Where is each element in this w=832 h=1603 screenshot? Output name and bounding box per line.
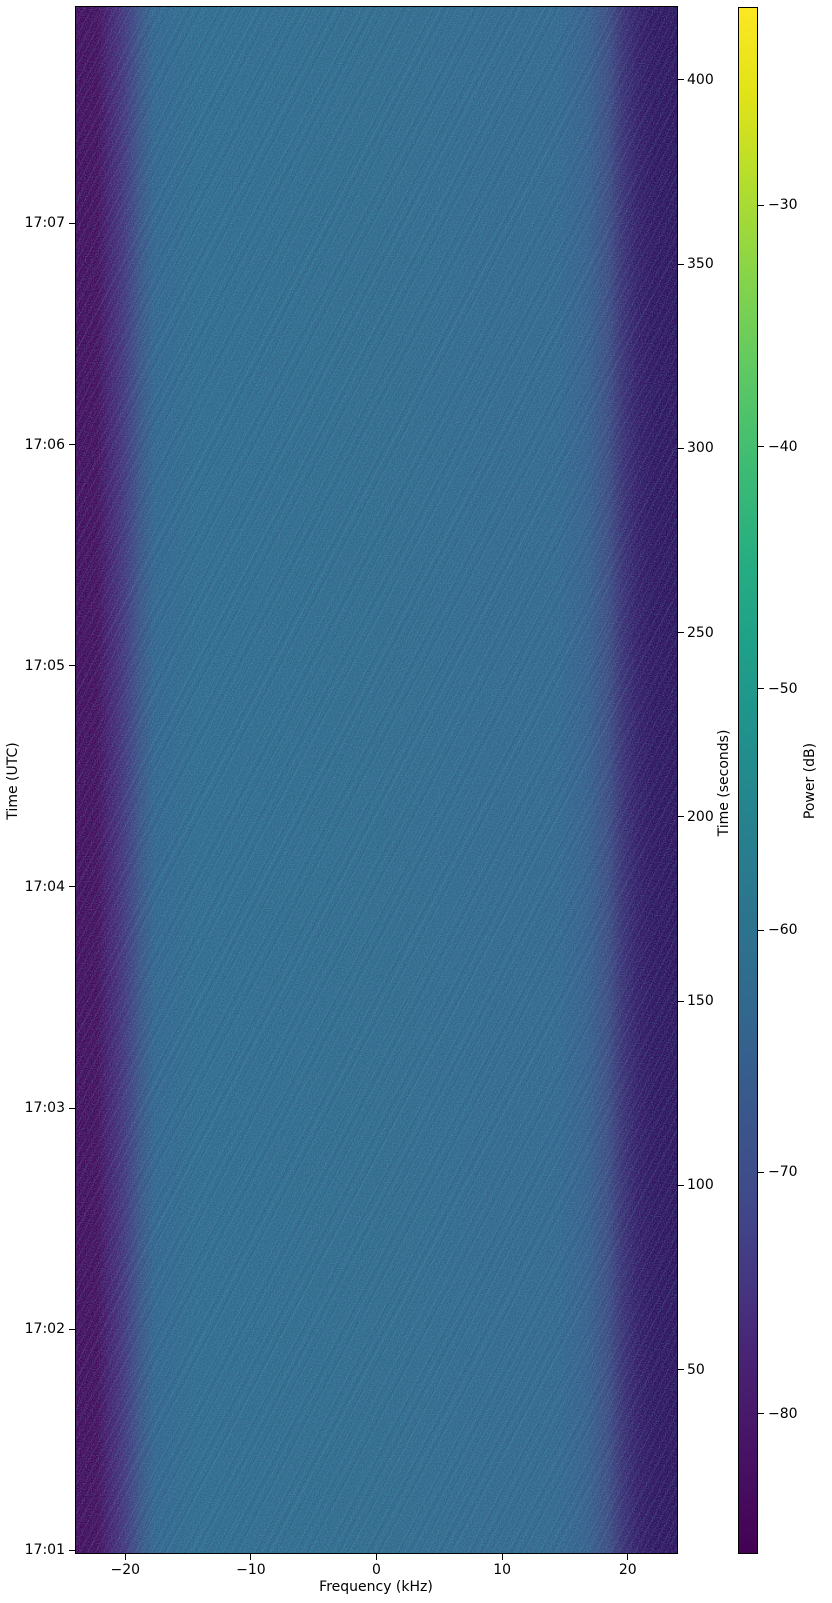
colorbar-tick-mark xyxy=(758,1171,764,1173)
x-tick-mark xyxy=(501,1554,503,1560)
diagonal-interference-stripes xyxy=(76,7,677,1553)
colorbar-tick-label: −30 xyxy=(768,197,798,214)
colorbar-tick-label: −50 xyxy=(768,680,798,697)
y-left-tick-mark xyxy=(69,222,75,224)
y-right-tick-label: 250 xyxy=(687,624,714,641)
y-right-tick-label: 200 xyxy=(687,808,714,825)
y-right-tick-mark xyxy=(678,632,684,634)
y-left-tick-label: 17:04 xyxy=(24,878,65,895)
y-right-tick-label: 350 xyxy=(687,256,714,272)
y-right-tick-mark xyxy=(678,816,684,818)
y-left-tick-label: 17:03 xyxy=(24,1100,65,1117)
y-right-tick-label: 400 xyxy=(687,71,714,88)
x-tick-label: 0 xyxy=(372,1562,381,1578)
y-right-tick-mark xyxy=(678,1000,684,1002)
y-left-tick-label: 17:02 xyxy=(24,1321,65,1338)
x-tick-label: 10 xyxy=(493,1562,512,1578)
y-left-tick-mark xyxy=(69,444,75,446)
y-left-tick-mark xyxy=(69,665,75,667)
y-right-tick-label: 100 xyxy=(687,1177,714,1194)
y-axis-label-left: Time (UTC) xyxy=(5,742,21,820)
y-right-tick-mark xyxy=(678,1184,684,1186)
colorbar-tick-mark xyxy=(758,1413,764,1415)
colorbar-tick-mark xyxy=(758,688,764,690)
colorbar-tick-label: −70 xyxy=(768,1164,798,1181)
y-left-tick-mark xyxy=(69,1328,75,1330)
y-right-tick-mark xyxy=(678,263,684,265)
colorbar xyxy=(738,7,758,1554)
colorbar-tick-mark xyxy=(758,446,764,448)
y-right-tick-label: 150 xyxy=(687,993,714,1010)
y-left-tick-mark xyxy=(69,1107,75,1109)
colorbar-tick-mark xyxy=(758,929,764,931)
x-tick-mark xyxy=(124,1554,126,1560)
colorbar-tick-label: −80 xyxy=(768,1405,798,1422)
y-right-tick-mark xyxy=(678,79,684,81)
y-left-tick-label: 17:01 xyxy=(24,1542,65,1559)
colorbar-tick-label: −40 xyxy=(768,438,798,455)
y-left-tick-mark xyxy=(69,1549,75,1551)
x-tick-label: −10 xyxy=(236,1562,266,1578)
x-axis-label: Frequency (kHz) xyxy=(319,1579,433,1595)
colorbar-label: Power (dB) xyxy=(802,742,818,820)
y-right-tick-mark xyxy=(678,447,684,449)
y-left-tick-label: 17:05 xyxy=(24,657,65,674)
y-axis-label-right: Time (seconds) xyxy=(716,729,732,837)
x-tick-mark xyxy=(250,1554,252,1560)
colorbar-tick-mark xyxy=(758,204,764,206)
y-left-tick-label: 17:07 xyxy=(24,215,65,232)
x-tick-label: 20 xyxy=(618,1562,637,1578)
y-left-tick-mark xyxy=(69,886,75,888)
colorbar-tick-label: −60 xyxy=(768,922,798,939)
y-right-tick-label: 50 xyxy=(687,1361,705,1378)
x-tick-mark xyxy=(627,1554,629,1560)
y-right-tick-label: 300 xyxy=(687,440,714,457)
y-left-tick-label: 17:06 xyxy=(24,436,65,453)
x-tick-label: −20 xyxy=(110,1562,141,1578)
x-tick-mark xyxy=(376,1554,377,1560)
y-right-tick-mark xyxy=(678,1369,684,1371)
spectrogram-noise-texture xyxy=(76,7,677,1553)
spectrogram-plot xyxy=(75,6,678,1554)
